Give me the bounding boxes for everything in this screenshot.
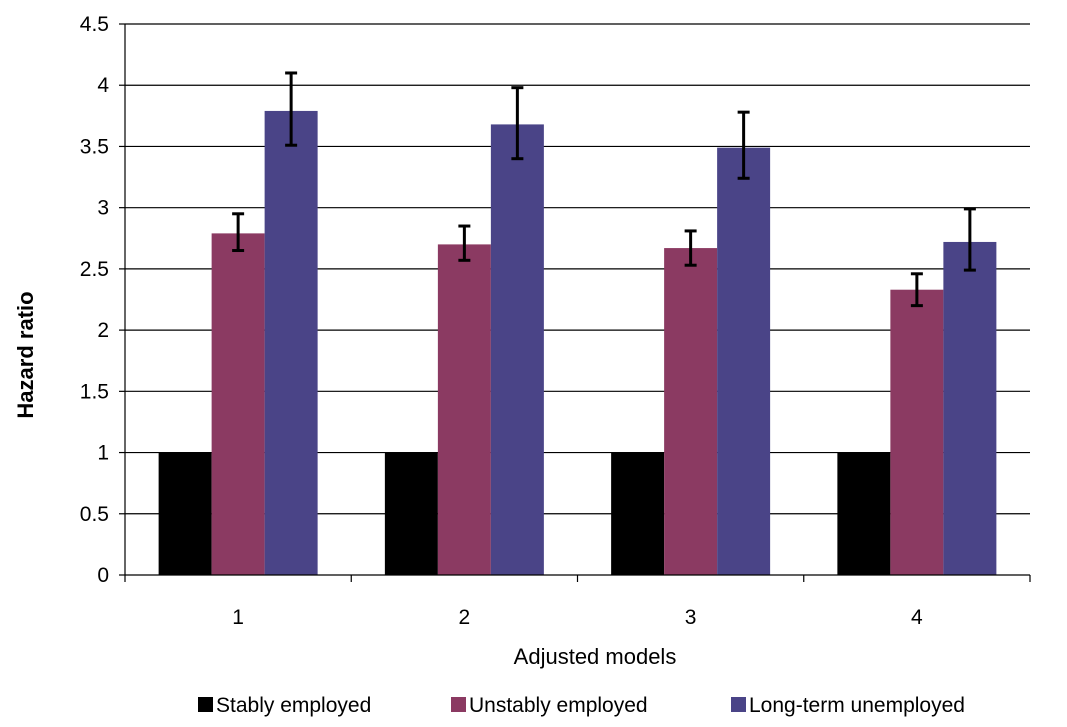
y-tick-label: 0.5	[80, 503, 109, 526]
bar	[611, 452, 665, 575]
y-tick-label: 2.5	[80, 258, 109, 281]
legend-label: Stably employed	[216, 694, 371, 717]
x-axis-title: Adjusted models	[514, 644, 677, 669]
bars	[158, 110, 997, 576]
y-axis-title: Hazard ratio	[13, 291, 38, 418]
legend-swatch	[451, 697, 466, 712]
legend-swatch	[198, 697, 213, 712]
x-tick-labels: 1 2 3 4	[232, 606, 923, 629]
y-tick-label: 3.5	[80, 135, 109, 158]
x-tick-label: 2	[459, 606, 471, 629]
legend-label: Unstably employed	[469, 694, 648, 717]
legend-swatch	[731, 697, 746, 712]
bar	[837, 452, 891, 575]
x-tick-label: 4	[911, 606, 923, 629]
legend-label: Long-term unemployed	[749, 694, 965, 717]
x-tick-label: 1	[232, 606, 244, 629]
bar	[664, 248, 718, 575]
axes	[119, 23, 1031, 582]
error-bars	[232, 71, 976, 308]
bar	[717, 147, 771, 575]
bar	[490, 124, 544, 575]
bar	[384, 452, 438, 575]
y-tick-label: 1.5	[80, 380, 109, 403]
y-tick-label: 4.5	[80, 13, 109, 36]
legend: Stably employed Unstably employed Long-ter…	[198, 694, 965, 717]
y-tick-labels: 0 0.5 1 1.5 2 2.5 3 3.5 4 4.5	[80, 13, 110, 587]
y-tick-label: 4	[97, 74, 109, 97]
y-tick-label: 1	[97, 442, 109, 465]
bar	[943, 241, 997, 575]
y-tick-label: 0	[97, 564, 109, 587]
bar	[437, 244, 491, 575]
bar	[890, 289, 944, 575]
x-tick-label: 3	[685, 606, 697, 629]
y-tick-label: 3	[97, 197, 109, 220]
y-tick-label: 2	[97, 319, 109, 342]
bar	[158, 452, 212, 575]
bar	[211, 233, 265, 575]
bar	[264, 110, 318, 576]
